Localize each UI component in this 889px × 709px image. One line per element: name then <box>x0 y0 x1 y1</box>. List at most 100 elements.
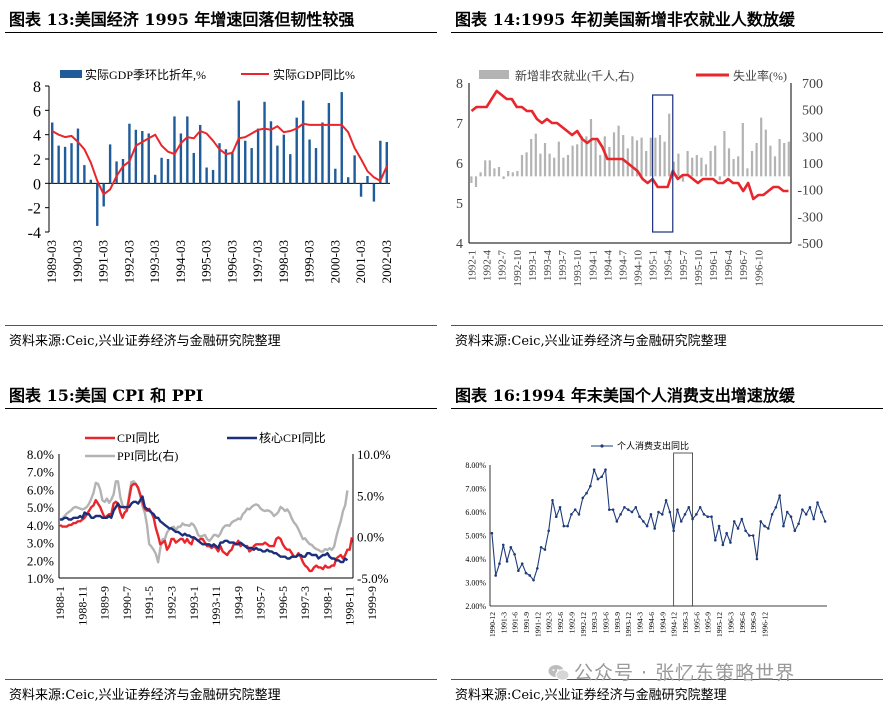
pce-point <box>691 517 694 521</box>
pce-point <box>763 524 766 528</box>
pce-point <box>676 508 679 511</box>
y-tick-label: 4 <box>33 128 41 145</box>
pce-point <box>725 531 728 535</box>
x-tick-label: 1998-1 <box>320 586 334 620</box>
y-tick-label: 2.00% <box>465 602 486 611</box>
y2-tick-label: 300 <box>802 130 823 145</box>
y-tick-label: 6 <box>33 103 41 120</box>
y2-tick-label: -500 <box>797 237 823 252</box>
gdp-qoq-bar <box>289 154 292 184</box>
y-tick-label: 1.0% <box>27 571 54 586</box>
pce-point <box>653 527 657 530</box>
pce-point <box>615 520 619 523</box>
pce-chart: 2.00% 3.00% 4.00% 5.00% 6.00% 7.00% 8.00% 1990-… <box>465 440 827 637</box>
x-tick-label: 1994-12 <box>670 612 679 637</box>
x-tick-label: 1992-4 <box>482 250 494 282</box>
x-tick-label: 1996-12 <box>761 612 770 637</box>
payrolls-bar <box>732 159 735 177</box>
payrolls-bar <box>723 131 726 177</box>
x-tick-label: 1996-10 <box>753 250 765 287</box>
payrolls-bar <box>580 136 583 177</box>
gdp-chart: -4 -2 0 2 4 6 8 1989-03 1990-03 1991-03 1992-03 199… <box>28 67 394 283</box>
y-tick-label: 4.0% <box>27 518 54 533</box>
pce-point <box>774 506 778 509</box>
y2-tick-label: -300 <box>797 210 823 225</box>
payrolls-bar <box>672 161 675 177</box>
payrolls-bar <box>543 143 547 177</box>
gdp-qoq-bar <box>334 168 337 184</box>
panel-gdp: 图表 13:美国经济 1995 年增速回落但韧性较强 -4 -2 0 2 4 6 8 1989… <box>5 0 437 352</box>
pce-point <box>736 527 740 530</box>
legend-label: 失业率(%) <box>733 68 787 83</box>
payrolls-bar <box>599 155 602 177</box>
x-tick-label: 1992-6 <box>556 612 565 633</box>
gdp-qoq-bar <box>147 133 150 184</box>
pce-point <box>509 545 513 549</box>
x-tick-label: 1992-3 <box>545 612 554 633</box>
divider <box>451 325 883 326</box>
payrolls-bar <box>727 148 731 177</box>
x-tick-label: 2000-03 <box>327 240 342 283</box>
gdp-qoq-bar <box>121 159 125 184</box>
y-tick-label: 7.00% <box>465 485 486 494</box>
payrolls-bar <box>714 145 717 177</box>
gdp-qoq-bar <box>63 146 67 184</box>
core-cpi-line <box>60 495 349 564</box>
payrolls-bar <box>474 176 478 187</box>
pce-point <box>717 524 721 528</box>
pce-point <box>687 506 691 509</box>
divider <box>5 408 437 409</box>
x-tick-label: 1995-7 <box>254 586 268 620</box>
y-tick-label: 6.0% <box>27 482 54 497</box>
payrolls-bar <box>589 119 593 177</box>
x-tick-label: 1995-7 <box>678 250 690 282</box>
payrolls-bar <box>700 157 703 177</box>
pce-point <box>721 543 725 547</box>
pce-point <box>562 524 566 528</box>
pce-point <box>490 531 494 535</box>
gdp-qoq-bar <box>186 116 189 184</box>
pce-point <box>804 513 808 516</box>
gdp-qoq-bar <box>263 101 266 184</box>
x-tick-label: 1995-4 <box>663 250 675 282</box>
gdp-qoq-bar <box>166 159 170 184</box>
gdp-qoq-bar <box>308 139 311 184</box>
pce-point <box>767 527 770 530</box>
pce-point <box>539 545 543 549</box>
payrolls-bar <box>622 135 625 177</box>
x-tick-label: 1991-3 <box>499 612 508 633</box>
x-tick-label: 2001-03 <box>353 240 368 283</box>
payrolls-bar <box>755 143 758 177</box>
x-tick-label: 1996-7 <box>738 250 750 282</box>
gdp-qoq-bar <box>51 122 54 184</box>
pce-point <box>744 529 747 533</box>
legend-swatch-bar <box>60 70 82 78</box>
pce-point <box>558 506 562 509</box>
payrolls-bar <box>557 141 560 177</box>
x-tick-label: 1990-7 <box>120 586 134 620</box>
pce-point <box>604 468 607 471</box>
x-tick-label: 1993-1 <box>187 586 201 620</box>
y2-tick-label: 700 <box>802 77 823 92</box>
pce-point <box>566 524 569 528</box>
gdp-qoq-bar <box>128 123 131 184</box>
payrolls-bar <box>663 141 666 177</box>
payrolls-bar <box>695 155 698 177</box>
pce-point <box>528 574 532 577</box>
legend-label: 实际GDP季环比折年,% <box>85 67 206 82</box>
pce-point <box>664 498 668 502</box>
payrolls-bar <box>562 157 565 177</box>
gdp-qoq-bar <box>346 177 350 184</box>
gdp-qoq-bar <box>211 169 215 184</box>
legend-label: PPI同比(右) <box>117 448 178 463</box>
x-tick-label: 1991-9 <box>522 612 531 633</box>
payrolls-bar <box>548 153 551 177</box>
gdp-qoq-bar <box>321 122 324 184</box>
pce-point <box>755 557 759 561</box>
pce-point <box>577 513 581 516</box>
pce-point <box>630 510 634 514</box>
source-note: 资料来源:Ceic,兴业证券经济与金融研究院整理 <box>455 688 727 703</box>
panel-pce: 图表 16:1994 年末美国个人消费支出增速放缓 2.00% 3.00% 4.00… <box>451 372 883 709</box>
x-tick-label: 1990-03 <box>70 240 85 283</box>
legend-label: 个人消费支出同比 <box>617 440 689 451</box>
